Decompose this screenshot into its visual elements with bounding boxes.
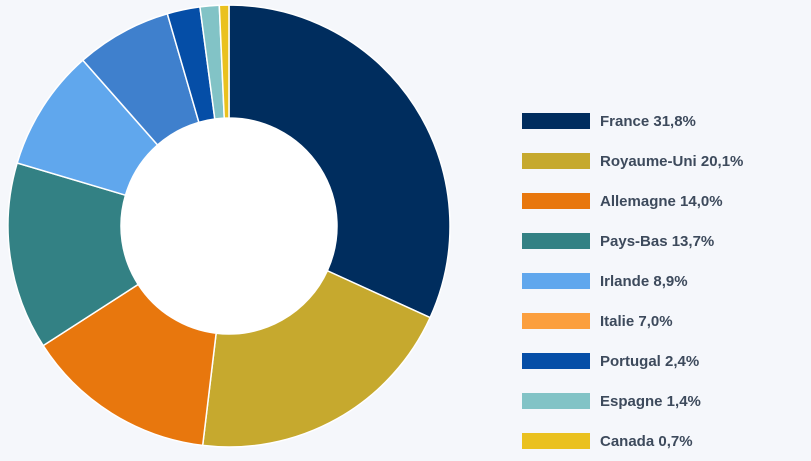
legend-swatch [522,313,590,329]
legend-item[interactable]: Italie 7,0% [522,301,743,341]
legend-label: Portugal 2,4% [600,352,700,370]
legend-label: Royaume-Uni 20,1% [600,152,744,170]
legend-swatch [522,233,590,249]
legend-item[interactable]: Irlande 8,9% [522,261,743,301]
legend: France 31,8% Royaume-Uni 20,1% Allemagne… [522,101,743,461]
legend-label: France 31,8% [600,112,696,130]
legend-swatch [522,433,590,449]
legend-label: Pays-Bas 13,7% [600,232,715,250]
legend-swatch [522,113,590,129]
legend-item[interactable]: Canada 0,7% [522,421,743,461]
legend-item[interactable]: Pays-Bas 13,7% [522,221,743,261]
legend-label: Espagne 1,4% [600,392,701,410]
legend-swatch [522,393,590,409]
legend-item[interactable]: Espagne 1,4% [522,381,743,421]
legend-swatch [522,193,590,209]
legend-label: Allemagne 14,0% [600,192,723,210]
legend-item[interactable]: France 31,8% [522,101,743,141]
legend-item[interactable]: Portugal 2,4% [522,341,743,381]
legend-label: Canada 0,7% [600,432,693,450]
legend-label: Italie 7,0% [600,312,673,330]
legend-swatch [522,353,590,369]
legend-swatch [522,273,590,289]
donut-hole [121,118,337,334]
legend-swatch [522,153,590,169]
legend-label: Irlande 8,9% [600,272,688,290]
legend-item[interactable]: Allemagne 14,0% [522,181,743,221]
legend-item[interactable]: Royaume-Uni 20,1% [522,141,743,181]
